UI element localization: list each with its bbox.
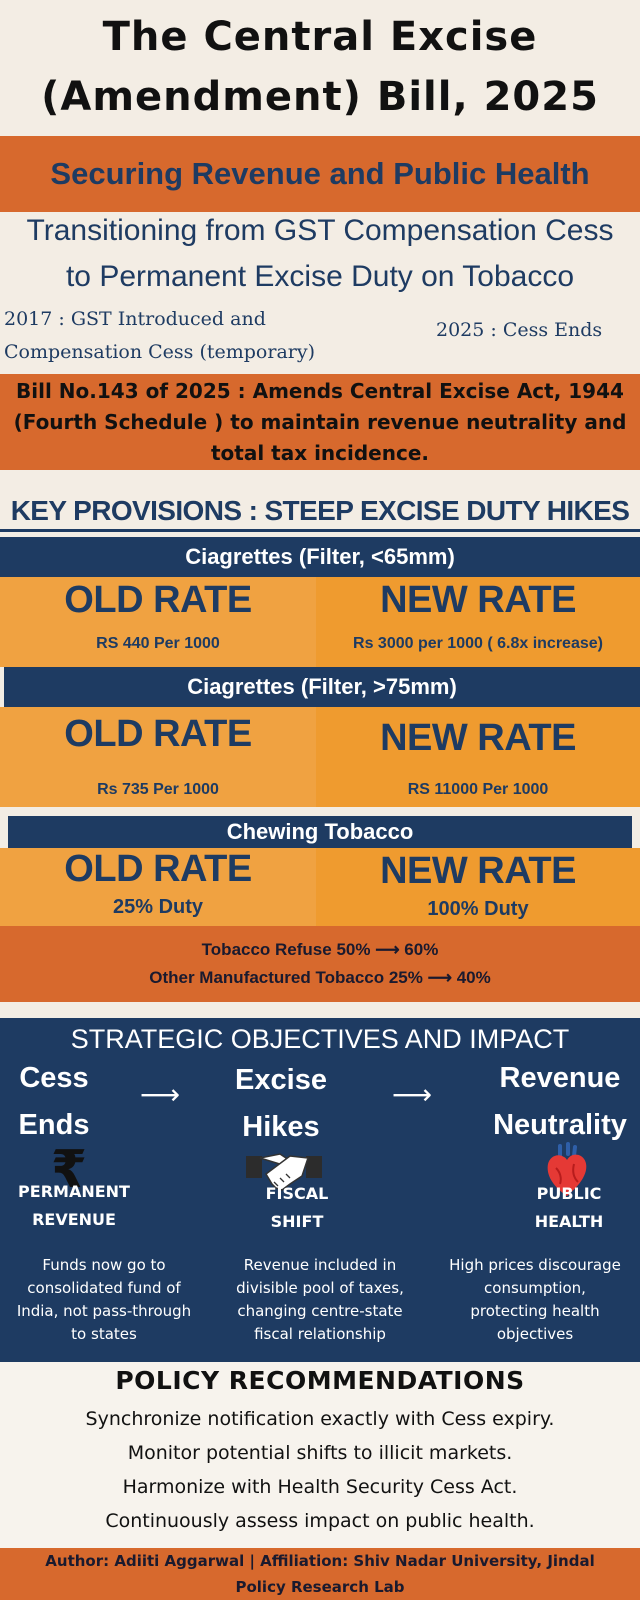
flow-cess-ends: Cess Ends [14,1062,94,1142]
old-rate-label: OLD RATE [64,579,252,621]
author-band: Author: Adiiti Aggarwal | Affiliation: S… [0,1548,640,1600]
column-head-public-health: PUBLIC HEALTH [514,1180,624,1236]
old-rate-cell-2: OLD RATE Rs 735 Per 1000 [0,707,316,807]
flow-excise-hikes: Excise Hikes [226,1064,336,1144]
flow-word-line: Neutrality [493,1109,627,1141]
column-head-line: FISCAL [265,1184,329,1203]
column-head-permanent-revenue: PERMANENT REVENUE [0,1178,148,1234]
author-line-1: Author: Adiiti Aggarwal | Affiliation: S… [45,1552,595,1570]
category-bar-short-cigarettes: Ciagrettes (Filter, <65mm) [0,537,640,577]
new-rate-cell-2: NEW RATE RS 11000 Per 1000 [316,707,640,807]
desc-line: fiscal relationship [254,1325,386,1343]
policy-heading: POLICY RECOMMENDATIONS [115,1366,525,1395]
column-head-line: SHIFT [270,1212,324,1231]
handshake-icon [246,1148,322,1194]
flow-word-line: Revenue [499,1062,621,1094]
bill-band: Bill No.143 of 2025 : Amends Central Exc… [0,374,640,470]
desc-line: High prices discourage [449,1256,621,1274]
policy-item: Synchronize notification exactly with Ce… [85,1408,555,1430]
flow-word-line: Hikes [242,1111,320,1143]
policy-item: Harmonize with Health Security Cess Act. [122,1476,518,1498]
transition-line-2: to Permanent Excise Duty on Tobacco [65,260,575,293]
page-title-line-2: (Amendment) Bill, 2025 [41,74,599,120]
arrow-right-icon: ⟶ [392,1078,433,1111]
new-rate-cell-3: NEW RATE 100% Duty [316,848,640,926]
other-manufactured-tobacco-rate: Other Manufactured Tobacco 25% ⟶ 40% [149,968,491,987]
desc-line: objectives [496,1325,574,1343]
category-bar-chewing-tobacco: Chewing Tobacco [8,816,632,848]
policy-item: Continuously assess impact on public hea… [105,1510,535,1532]
desc-line: to states [71,1325,137,1343]
heart-icon [544,1142,590,1198]
key-provisions-heading: KEY PROVISIONS : STEEP EXCISE DUTY HIKES [0,492,640,532]
page-title-line-1: The Central Excise [102,14,538,60]
timeline-2025: 2025 : Cess Ends [436,319,603,341]
column-head-line: PERMANENT [18,1182,130,1201]
column-head-line: REVENUE [32,1210,116,1229]
desc-line: protecting health [470,1302,600,1320]
transition-line-1: Transitioning from GST Compensation Cess [26,214,614,247]
column-head-line: HEALTH [534,1212,604,1231]
title-block: The Central Excise (Amendment) Bill, 202… [0,0,640,136]
flow-word-line: Cess [19,1062,89,1094]
new-rate-value: 100% Duty [427,898,529,920]
strategic-objectives-section: STRATEGIC OBJECTIVES AND IMPACT Cess End… [0,1018,640,1362]
bill-line-3: total tax incidence. [210,440,430,465]
other-rates-band: Tobacco Refuse 50% ⟶ 60% Other Manufactu… [0,926,640,1002]
bill-line-1: Bill No.143 of 2025 : Amends Central Exc… [16,378,624,403]
subtitle-band: Securing Revenue and Public Health [0,136,640,212]
column-head-fiscal-shift: FISCAL SHIFT [232,1180,362,1236]
new-rate-value: RS 11000 Per 1000 [407,781,549,798]
new-rate-value: Rs 3000 per 1000 ( 6.8x increase) [353,635,603,652]
timeline-2017-line-1: 2017 : GST Introduced and [4,308,266,330]
strategic-title: STRATEGIC OBJECTIVES AND IMPACT [70,1024,570,1054]
column-desc-public-health: High prices discourage consumption, prot… [430,1254,640,1346]
desc-line: divisible pool of taxes, [236,1279,404,1297]
old-rate-value: RS 440 Per 1000 [96,635,220,652]
column-desc-permanent-revenue: Funds now go to consolidated fund of Ind… [0,1254,208,1346]
new-rate-label: NEW RATE [380,579,576,621]
rupee-icon: ₹ [50,1140,88,1200]
flow-word-line: Excise [235,1064,327,1096]
timeline-2017-line-2: Compensation Cess (temporary) [4,341,316,363]
new-rate-label: NEW RATE [380,717,576,759]
new-rate-cell-1: NEW RATE Rs 3000 per 1000 ( 6.8x increas… [316,577,640,667]
desc-line: Funds now go to [42,1256,166,1274]
column-desc-fiscal-shift: Revenue included in divisible pool of ta… [216,1254,424,1346]
flow-word-line: Ends [18,1109,90,1141]
desc-line: consumption, [484,1279,586,1297]
arrow-right-icon: ⟶ [140,1078,181,1111]
tobacco-refuse-rate: Tobacco Refuse 50% ⟶ 60% [201,940,439,959]
bill-line-2: (Fourth Schedule ) to maintain revenue n… [13,409,627,434]
desc-line: consolidated fund of [27,1279,181,1297]
policy-recommendations-section: POLICY RECOMMENDATIONS Synchronize notif… [0,1362,640,1548]
desc-line: Revenue included in [243,1256,397,1274]
old-rate-value: 25% Duty [112,896,204,918]
new-rate-label: NEW RATE [380,850,576,892]
old-rate-label: OLD RATE [64,848,252,890]
old-rate-label: OLD RATE [64,713,252,755]
category-bar-long-cigarettes: Ciagrettes (Filter, >75mm) [4,667,640,707]
author-line-2: Policy Research Lab [235,1578,405,1596]
policy-item: Monitor potential shifts to illicit mark… [127,1442,513,1464]
old-rate-cell-3: OLD RATE 25% Duty [0,848,316,926]
desc-line: India, not pass-through [16,1302,192,1320]
old-rate-cell-1: OLD RATE RS 440 Per 1000 [0,577,316,667]
flow-revenue-neutrality: Revenue Neutrality [480,1062,640,1142]
column-head-line: PUBLIC [536,1184,602,1203]
old-rate-value: Rs 735 Per 1000 [97,781,219,798]
desc-line: changing centre-state [237,1302,403,1320]
